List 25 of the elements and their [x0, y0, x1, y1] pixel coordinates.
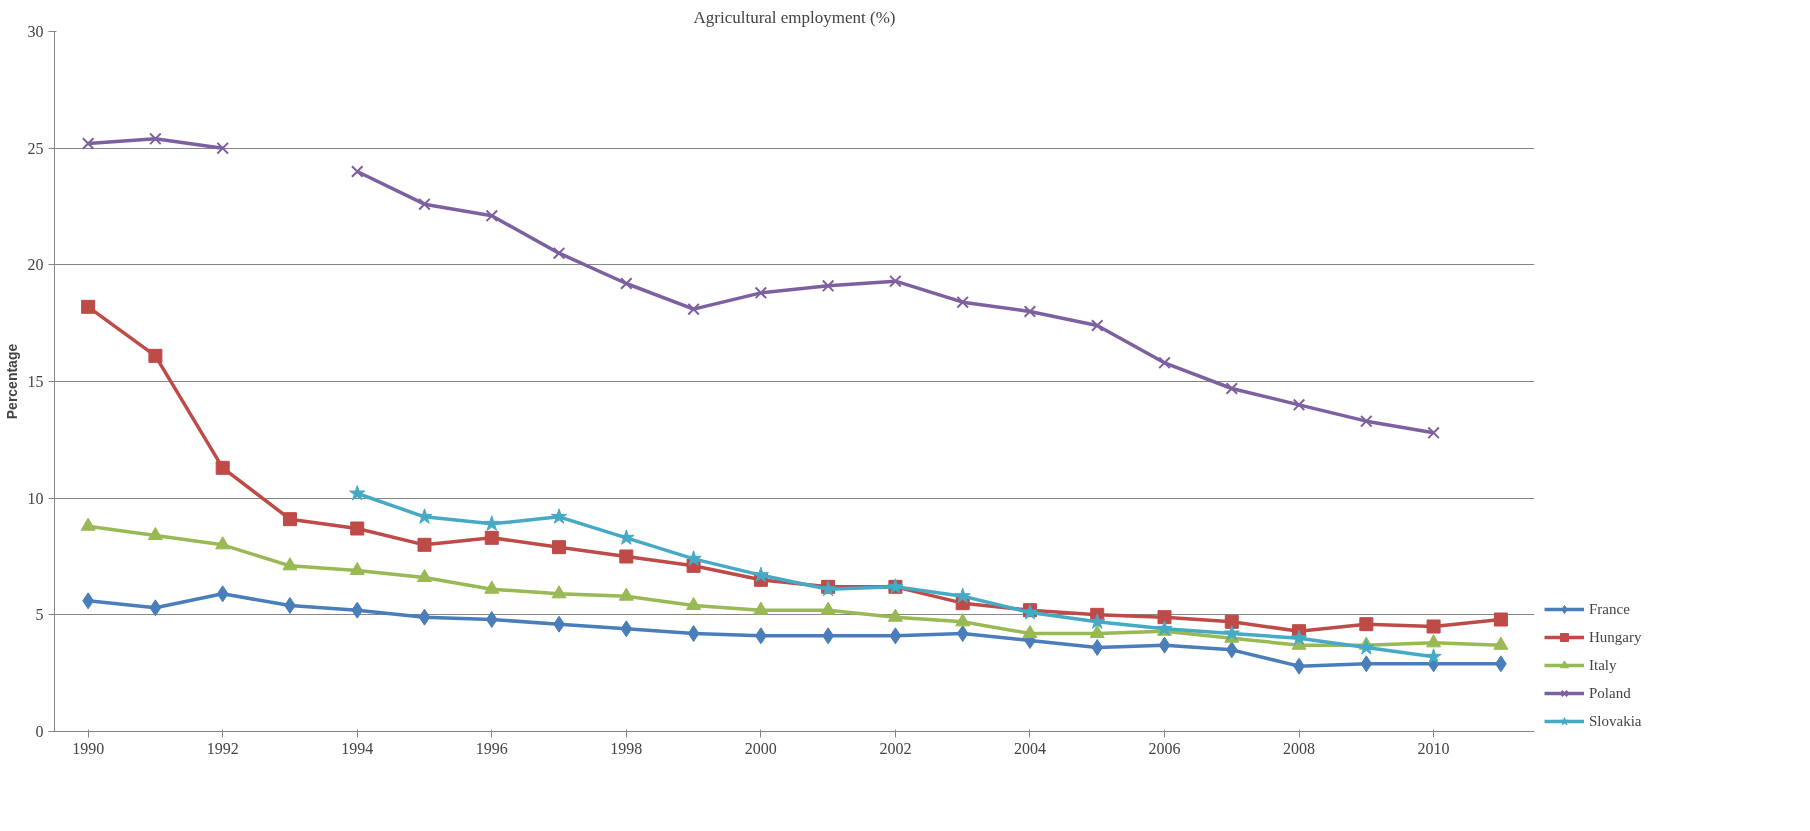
x-tick-label: 1994 — [341, 739, 374, 757]
x-tick-label: 2000 — [744, 739, 777, 757]
x-tick-label: 1990 — [72, 739, 105, 757]
x-tick-label: 2006 — [1148, 739, 1181, 757]
y-tick-label: 0 — [35, 723, 44, 740]
legend-label: Hungary — [1589, 628, 1642, 646]
legend-label: Italy — [1589, 656, 1617, 674]
y-tick-label: 15 — [27, 373, 44, 390]
y-tick-label: 25 — [27, 139, 44, 157]
x-tick-label: 2004 — [1013, 739, 1046, 757]
x-tick-label: 2002 — [879, 739, 912, 757]
x-tick-label: 2010 — [1417, 739, 1450, 757]
y-tick-label: 10 — [27, 489, 44, 507]
x-tick-label: 2008 — [1283, 739, 1316, 757]
y-tick-label: 20 — [27, 256, 44, 274]
y-axis-title: Percentage — [3, 343, 20, 420]
y-tick-label: 5 — [35, 606, 44, 624]
legend-label: France — [1589, 600, 1630, 618]
y-tick-label: 30 — [27, 23, 44, 40]
legend-label: Slovakia — [1589, 712, 1642, 730]
x-tick-label: 1992 — [206, 739, 239, 757]
x-tick-label: 1996 — [475, 739, 508, 757]
x-tick-label: 1998 — [610, 739, 643, 757]
legend-label: Poland — [1589, 684, 1631, 702]
chart-title: Agricultural employment (%) — [693, 7, 896, 27]
